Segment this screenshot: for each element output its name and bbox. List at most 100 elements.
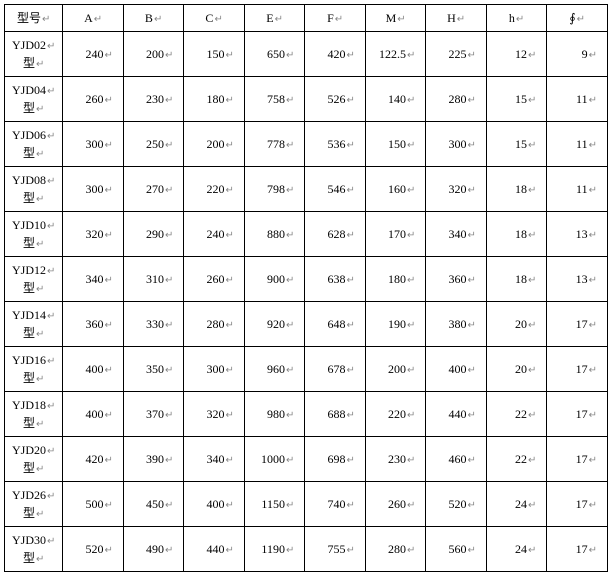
- cell-value: 520↵: [426, 482, 487, 527]
- cell-value: 170↵: [365, 212, 426, 257]
- cell-model: YJD30↵型↵: [5, 527, 63, 572]
- cell-value: 400↵: [426, 347, 487, 392]
- cell-model: YJD18↵型↵: [5, 392, 63, 437]
- cell-value: 180↵: [365, 257, 426, 302]
- cell-value: 340↵: [184, 437, 245, 482]
- cell-value: 240↵: [184, 212, 245, 257]
- cell-value: 688↵: [305, 392, 366, 437]
- cell-value: 380↵: [426, 302, 487, 347]
- cell-value: 638↵: [305, 257, 366, 302]
- table-row: YJD10↵型↵320↵290↵240↵880↵628↵170↵340↵18↵1…: [5, 212, 608, 257]
- cell-value: 900↵: [244, 257, 305, 302]
- cell-value: 270↵: [123, 167, 184, 212]
- cell-value: 180↵: [184, 77, 245, 122]
- cell-value: 22↵: [486, 392, 547, 437]
- col-e: E↵: [244, 5, 305, 32]
- table-row: YJD02↵型↵240↵200↵150↵650↵420↵122.5↵225↵12…: [5, 32, 608, 77]
- table-row: YJD30↵型↵520↵490↵440↵1190↵755↵280↵560↵24↵…: [5, 527, 608, 572]
- cell-value: 260↵: [184, 257, 245, 302]
- cell-value: 628↵: [305, 212, 366, 257]
- cell-value: 1000↵: [244, 437, 305, 482]
- table-row: YJD08↵型↵300↵270↵220↵798↵546↵160↵320↵18↵1…: [5, 167, 608, 212]
- cell-value: 320↵: [426, 167, 487, 212]
- cell-value: 11↵: [547, 122, 608, 167]
- cell-value: 1150↵: [244, 482, 305, 527]
- cell-value: 17↵: [547, 347, 608, 392]
- cell-value: 440↵: [184, 527, 245, 572]
- cell-value: 350↵: [123, 347, 184, 392]
- cell-value: 13↵: [547, 257, 608, 302]
- cell-value: 370↵: [123, 392, 184, 437]
- cell-value: 526↵: [305, 77, 366, 122]
- cell-value: 420↵: [63, 437, 124, 482]
- table-row: YJD18↵型↵400↵370↵320↵980↵688↵220↵440↵22↵1…: [5, 392, 608, 437]
- cell-value: 200↵: [365, 347, 426, 392]
- cell-value: 546↵: [305, 167, 366, 212]
- cell-value: 330↵: [123, 302, 184, 347]
- cell-value: 880↵: [244, 212, 305, 257]
- cell-value: 490↵: [123, 527, 184, 572]
- cell-value: 400↵: [184, 482, 245, 527]
- cell-value: 536↵: [305, 122, 366, 167]
- cell-value: 520↵: [63, 527, 124, 572]
- cell-value: 220↵: [184, 167, 245, 212]
- cell-value: 280↵: [184, 302, 245, 347]
- cell-value: 11↵: [547, 77, 608, 122]
- cell-value: 13↵: [547, 212, 608, 257]
- cell-value: 290↵: [123, 212, 184, 257]
- col-a: A↵: [63, 5, 124, 32]
- cell-value: 678↵: [305, 347, 366, 392]
- cell-value: 15↵: [486, 77, 547, 122]
- cell-value: 24↵: [486, 527, 547, 572]
- col-phi: ∮↵: [547, 5, 608, 32]
- cell-value: 190↵: [365, 302, 426, 347]
- cell-value: 20↵: [486, 347, 547, 392]
- cell-value: 22↵: [486, 437, 547, 482]
- header-row: 型号↵ A↵ B↵ C↵ E↵ F↵ M↵ H↵ h↵ ∮↵: [5, 5, 608, 32]
- cell-value: 9↵: [547, 32, 608, 77]
- cell-value: 260↵: [63, 77, 124, 122]
- cell-value: 17↵: [547, 302, 608, 347]
- cell-value: 20↵: [486, 302, 547, 347]
- cell-value: 230↵: [365, 437, 426, 482]
- cell-value: 755↵: [305, 527, 366, 572]
- cell-value: 280↵: [365, 527, 426, 572]
- cell-value: 300↵: [184, 347, 245, 392]
- cell-value: 140↵: [365, 77, 426, 122]
- cell-value: 240↵: [63, 32, 124, 77]
- cell-value: 1190↵: [244, 527, 305, 572]
- cell-value: 798↵: [244, 167, 305, 212]
- cell-model: YJD02↵型↵: [5, 32, 63, 77]
- cell-value: 740↵: [305, 482, 366, 527]
- cell-value: 230↵: [123, 77, 184, 122]
- cell-value: 320↵: [63, 212, 124, 257]
- cell-value: 300↵: [63, 122, 124, 167]
- cell-value: 220↵: [365, 392, 426, 437]
- cell-model: YJD04↵型↵: [5, 77, 63, 122]
- cell-value: 698↵: [305, 437, 366, 482]
- cell-value: 280↵: [426, 77, 487, 122]
- cell-model: YJD06↵型↵: [5, 122, 63, 167]
- cell-value: 360↵: [63, 302, 124, 347]
- table-row: YJD26↵型↵500↵450↵400↵1150↵740↵260↵520↵24↵…: [5, 482, 608, 527]
- col-h-upper: H↵: [426, 5, 487, 32]
- cell-value: 160↵: [365, 167, 426, 212]
- cell-value: 310↵: [123, 257, 184, 302]
- cell-value: 648↵: [305, 302, 366, 347]
- cell-value: 650↵: [244, 32, 305, 77]
- cell-value: 420↵: [305, 32, 366, 77]
- table-row: YJD06↵型↵300↵250↵200↵778↵536↵150↵300↵15↵1…: [5, 122, 608, 167]
- col-c: C↵: [184, 5, 245, 32]
- cell-model: YJD12↵型↵: [5, 257, 63, 302]
- table-row: YJD04↵型↵260↵230↵180↵758↵526↵140↵280↵15↵1…: [5, 77, 608, 122]
- cell-value: 225↵: [426, 32, 487, 77]
- cell-model: YJD08↵型↵: [5, 167, 63, 212]
- cell-value: 320↵: [184, 392, 245, 437]
- cell-value: 17↵: [547, 482, 608, 527]
- cell-value: 200↵: [123, 32, 184, 77]
- cell-value: 960↵: [244, 347, 305, 392]
- table-row: YJD20↵型↵420↵390↵340↵1000↵698↵230↵460↵22↵…: [5, 437, 608, 482]
- spec-table: 型号↵ A↵ B↵ C↵ E↵ F↵ M↵ H↵ h↵ ∮↵ YJD02↵型↵2…: [4, 4, 608, 572]
- cell-value: 758↵: [244, 77, 305, 122]
- table-row: YJD12↵型↵340↵310↵260↵900↵638↵180↵360↵18↵1…: [5, 257, 608, 302]
